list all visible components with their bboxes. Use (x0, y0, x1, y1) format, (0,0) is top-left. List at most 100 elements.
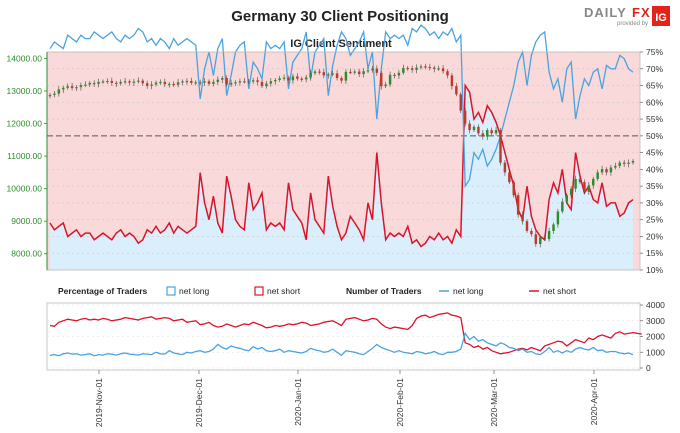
svg-text:provided by: provided by (617, 21, 648, 27)
candle-body (115, 82, 118, 85)
candle-body (446, 71, 449, 76)
candle-body (410, 68, 414, 70)
candle-body (282, 77, 286, 79)
candle-body (300, 78, 303, 80)
candle-body (62, 87, 65, 90)
count-tick-label: 2000 (646, 332, 665, 342)
candle-body (66, 86, 69, 88)
price-tick-label: 11000.00 (7, 151, 42, 161)
candle-body (225, 78, 228, 85)
price-candles (48, 63, 635, 248)
price-tick-label: 13000.00 (7, 86, 43, 96)
candle-body (481, 133, 485, 137)
percent-tick-label: 75% (646, 47, 663, 57)
percent-tick-label: 55% (646, 114, 663, 124)
candle-body (388, 74, 392, 85)
candle-body (287, 77, 290, 81)
candle-body (631, 161, 635, 163)
candle-body (194, 82, 197, 84)
candle-body (486, 130, 489, 137)
legend-pct-long: net long (179, 286, 210, 296)
candle-body (349, 71, 352, 74)
legend-number-title: Number of Traders (346, 286, 422, 296)
net-short-line (49, 83, 634, 248)
candle-body (433, 67, 436, 69)
percent-tick-label: 45% (646, 148, 663, 158)
candle-body (600, 169, 604, 173)
candle-body (455, 86, 458, 95)
price-tick-label: 12000.00 (7, 119, 43, 129)
candle-body (79, 85, 83, 88)
candle-body (150, 84, 153, 86)
percent-tick-label: 60% (646, 97, 663, 107)
date-tick-label: 2019-Nov-01 (94, 378, 104, 427)
candle-body (154, 82, 158, 85)
legend-num-short: net short (543, 286, 577, 296)
candle-body (269, 81, 273, 84)
number-of-traders-panel: 4000 3000 2000 1000 0 (46, 300, 665, 373)
candle-body (84, 84, 87, 86)
candle-body (366, 70, 370, 72)
price-tick-label: 10000.00 (7, 184, 43, 194)
candle-body (70, 86, 74, 89)
candle-body (565, 195, 568, 202)
sentiment-panel: 14000.00 13000.00 12000.00 11000.00 10000.00… (7, 24, 663, 275)
candle-body (534, 234, 538, 244)
date-tick-label: 2020-Apr-01 (589, 378, 599, 426)
candle-body (428, 66, 432, 69)
candle-body (265, 83, 268, 87)
candle-body (596, 172, 599, 179)
candle-body (512, 182, 515, 196)
candle-body (516, 195, 520, 215)
price-tick-label: 8000.00 (11, 249, 42, 259)
candle-body (499, 130, 502, 163)
candle-body (159, 81, 162, 84)
candle-body (92, 82, 96, 85)
candle-body (344, 71, 348, 81)
candle-body (172, 83, 175, 86)
percent-tick-label: 35% (646, 181, 663, 191)
candle-body (313, 71, 317, 74)
candle-body (318, 71, 321, 73)
candle-body (203, 81, 206, 83)
percent-tick-label: 25% (646, 215, 663, 225)
candle-body (357, 71, 361, 75)
candle-body (406, 67, 409, 70)
candle-body (141, 80, 144, 84)
percent-tick-label: 10% (646, 265, 663, 275)
price-tick-label: 14000.00 (7, 54, 43, 64)
candle-body (247, 80, 250, 83)
candle-body (185, 80, 189, 83)
candle-body (278, 78, 281, 80)
candle-body (296, 76, 299, 79)
candle-body (331, 73, 334, 75)
candle-body (556, 211, 560, 225)
candle-body (609, 167, 613, 173)
date-tick-label: 2020-Feb-01 (395, 378, 405, 427)
ig-logo-badge (652, 6, 670, 26)
candle-body (123, 81, 127, 83)
candle-body (256, 80, 259, 82)
candle-body (552, 224, 555, 231)
candle-body (463, 110, 467, 124)
legend-pct-long-swatch (166, 286, 176, 296)
candle-body (450, 75, 454, 87)
svg-text:FX: FX (632, 5, 651, 20)
candle-body (362, 71, 365, 75)
candle-body (335, 73, 339, 79)
candle-body (145, 83, 149, 86)
dailyfx-logo: DAILY FX provided by IG (584, 5, 670, 27)
percent-tick-label: 70% (646, 64, 663, 74)
legend: Percentage of Traders net long net short… (58, 286, 577, 296)
candle-body (543, 237, 546, 240)
candle-body (243, 81, 246, 83)
percent-tick-label: 15% (646, 248, 663, 258)
date-tick-label: 2020-Mar-01 (489, 378, 499, 427)
percent-tick-label: 50% (646, 131, 663, 141)
candle-body (137, 80, 140, 82)
candle-body (229, 82, 233, 85)
candle-body (402, 67, 405, 73)
legend-pct-short: net short (267, 286, 301, 296)
candle-body (521, 214, 524, 222)
candle-body (110, 80, 114, 83)
